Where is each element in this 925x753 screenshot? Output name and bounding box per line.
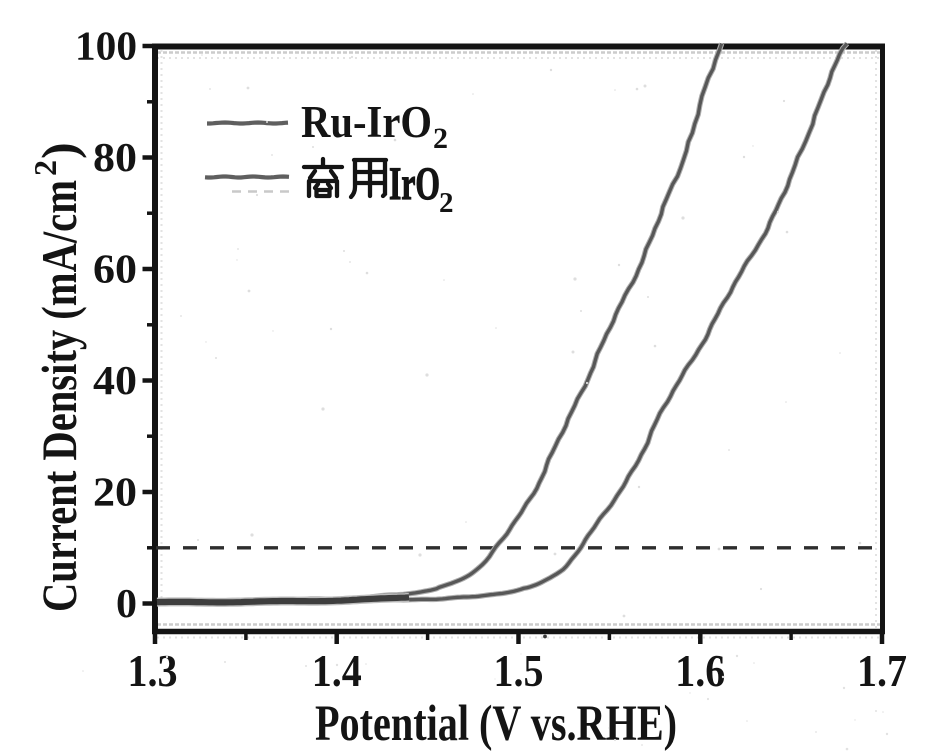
svg-text:40: 40 [93, 357, 137, 403]
svg-text:1.5: 1.5 [494, 646, 544, 696]
svg-text:60: 60 [93, 246, 137, 292]
svg-text:1.3: 1.3 [128, 646, 178, 696]
svg-text:100: 100 [75, 23, 137, 69]
svg-text:1.4: 1.4 [312, 646, 362, 696]
svg-text:80: 80 [93, 134, 137, 180]
svg-text:0: 0 [116, 580, 137, 626]
svg-text:20: 20 [93, 469, 137, 515]
svg-text:2: 2 [27, 160, 63, 176]
svg-text:1.6: 1.6 [675, 646, 725, 696]
svg-text:2: 2 [439, 187, 454, 219]
svg-text:2: 2 [433, 122, 448, 155]
svg-text:Current Density (mA/cm: Current Density (mA/cm [31, 180, 87, 612]
svg-text:): ) [31, 142, 87, 159]
svg-text:IrO: IrO [389, 158, 440, 210]
svg-text:Potential (V vs.RHE): Potential (V vs.RHE) [315, 696, 677, 752]
svg-text:1.7: 1.7 [857, 646, 907, 696]
svg-text:Ru-IrO: Ru-IrO [301, 97, 432, 147]
